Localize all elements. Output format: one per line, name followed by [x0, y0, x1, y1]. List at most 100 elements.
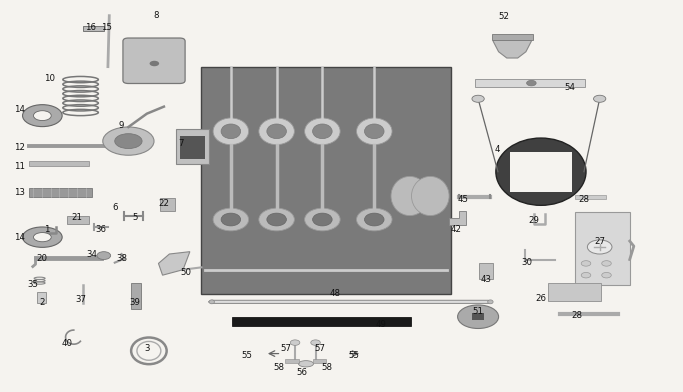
Text: 58: 58 [321, 363, 332, 372]
Text: 28: 28 [572, 311, 583, 320]
Text: 7: 7 [178, 139, 184, 147]
Bar [472, 313, 484, 320]
Bar [160, 198, 175, 211]
Text: 37: 37 [75, 296, 86, 304]
Bar [176, 129, 209, 164]
Bar [575, 195, 606, 199]
Bar [479, 263, 493, 279]
Circle shape [581, 261, 591, 266]
Ellipse shape [488, 300, 493, 304]
Bar [29, 188, 92, 197]
Text: 38: 38 [116, 254, 127, 263]
Text: 49: 49 [376, 320, 387, 329]
Bar [492, 34, 533, 40]
Circle shape [97, 252, 111, 260]
Ellipse shape [411, 176, 449, 216]
Bar [180, 136, 205, 159]
Text: 21: 21 [71, 213, 82, 222]
Ellipse shape [357, 118, 392, 145]
Text: 15: 15 [101, 23, 112, 32]
Text: 14: 14 [14, 233, 25, 241]
Circle shape [594, 95, 606, 102]
Bar [67, 216, 89, 224]
Text: 13: 13 [14, 188, 25, 196]
Ellipse shape [357, 208, 392, 231]
Text: 9: 9 [119, 121, 124, 130]
Ellipse shape [267, 124, 286, 139]
FancyBboxPatch shape [123, 38, 185, 83]
Circle shape [527, 80, 536, 86]
Bar [131, 283, 141, 309]
Text: 36: 36 [96, 225, 107, 234]
Ellipse shape [313, 213, 332, 226]
Circle shape [472, 95, 484, 102]
Text: 20: 20 [37, 254, 48, 263]
Text: 52: 52 [499, 12, 510, 21]
Text: 40: 40 [61, 339, 72, 347]
Text: 1: 1 [44, 225, 49, 234]
Ellipse shape [313, 124, 332, 139]
Text: 29: 29 [529, 216, 540, 225]
Circle shape [458, 305, 499, 328]
Text: 6: 6 [112, 203, 117, 212]
Text: 4: 4 [494, 145, 500, 154]
Ellipse shape [213, 118, 249, 145]
Text: 14: 14 [14, 105, 25, 114]
Bar [510, 152, 572, 192]
Text: 50: 50 [180, 268, 191, 277]
Text: 12: 12 [14, 143, 25, 151]
Ellipse shape [209, 300, 214, 304]
Text: 3: 3 [144, 345, 150, 353]
Ellipse shape [23, 227, 62, 247]
Text: 57: 57 [280, 344, 291, 352]
Text: 55: 55 [348, 352, 359, 360]
Ellipse shape [115, 134, 142, 149]
Text: 34: 34 [87, 250, 98, 259]
Text: 51: 51 [473, 307, 484, 316]
Text: 56: 56 [296, 368, 307, 377]
Circle shape [602, 272, 611, 278]
Text: 22: 22 [158, 200, 169, 208]
Ellipse shape [365, 213, 384, 226]
Ellipse shape [221, 213, 240, 226]
Text: 54: 54 [565, 83, 576, 91]
Ellipse shape [365, 124, 384, 139]
Ellipse shape [33, 232, 51, 242]
Text: 45: 45 [458, 196, 469, 204]
Ellipse shape [33, 111, 51, 121]
Bar [37, 292, 46, 303]
Circle shape [587, 240, 612, 254]
Bar [313, 359, 326, 363]
Ellipse shape [221, 124, 240, 139]
Ellipse shape [305, 118, 340, 145]
Polygon shape [208, 300, 492, 303]
Circle shape [290, 340, 300, 345]
Ellipse shape [298, 361, 313, 367]
Text: 26: 26 [535, 294, 546, 303]
Circle shape [311, 340, 320, 345]
Text: 28: 28 [579, 196, 589, 204]
Text: 48: 48 [329, 289, 340, 298]
Circle shape [581, 272, 591, 278]
Circle shape [150, 61, 159, 66]
Ellipse shape [259, 118, 294, 145]
Polygon shape [158, 252, 190, 275]
Text: 8: 8 [153, 11, 158, 20]
Circle shape [602, 261, 611, 266]
Text: 43: 43 [481, 275, 492, 283]
Bar [232, 317, 411, 326]
Bar [548, 283, 601, 301]
Bar [29, 161, 89, 166]
Ellipse shape [305, 208, 340, 231]
Text: 5: 5 [133, 213, 138, 222]
Bar [201, 67, 451, 294]
Text: 27: 27 [594, 237, 605, 245]
Bar [575, 212, 630, 285]
Ellipse shape [496, 138, 586, 205]
Ellipse shape [102, 127, 154, 155]
Text: 57: 57 [314, 344, 325, 352]
Text: 10: 10 [44, 74, 55, 83]
Text: 39: 39 [130, 298, 141, 307]
Text: 2: 2 [40, 298, 45, 307]
Text: 42: 42 [451, 225, 462, 234]
